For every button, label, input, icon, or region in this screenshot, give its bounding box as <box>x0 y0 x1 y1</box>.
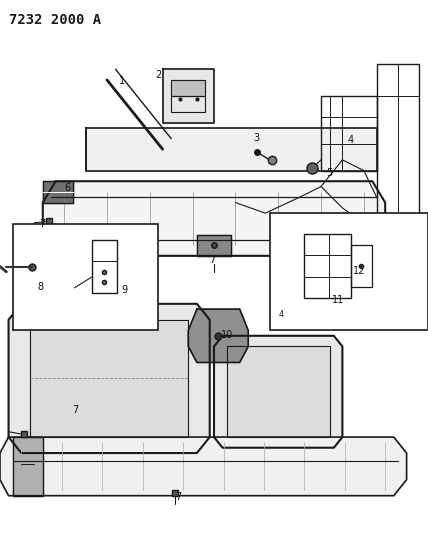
Text: 10: 10 <box>221 330 233 340</box>
Polygon shape <box>43 181 385 256</box>
Text: 7: 7 <box>39 219 45 229</box>
Bar <box>270 213 428 330</box>
Text: 11: 11 <box>332 295 344 305</box>
Text: 6: 6 <box>65 183 71 192</box>
Text: 9: 9 <box>121 285 127 295</box>
Polygon shape <box>188 309 248 362</box>
Text: 7: 7 <box>72 406 78 415</box>
Text: 2: 2 <box>155 70 161 79</box>
Polygon shape <box>43 181 73 203</box>
Polygon shape <box>227 346 330 437</box>
Text: 3: 3 <box>254 133 260 142</box>
Text: 1: 1 <box>119 76 125 86</box>
Bar <box>13 224 158 330</box>
Text: 4: 4 <box>278 310 283 319</box>
Text: 7: 7 <box>175 492 181 502</box>
Text: 8: 8 <box>38 282 44 292</box>
Text: 5: 5 <box>327 168 333 178</box>
Polygon shape <box>13 437 43 496</box>
Polygon shape <box>171 80 205 96</box>
Text: 12: 12 <box>354 266 366 276</box>
Text: 7: 7 <box>209 255 215 264</box>
Text: 4: 4 <box>348 135 354 145</box>
Polygon shape <box>214 336 342 448</box>
Polygon shape <box>0 437 407 496</box>
Polygon shape <box>30 320 188 437</box>
Text: 7232 2000 A: 7232 2000 A <box>9 13 101 27</box>
Polygon shape <box>9 304 210 453</box>
Polygon shape <box>86 128 377 171</box>
Polygon shape <box>163 69 214 123</box>
Polygon shape <box>197 235 231 256</box>
